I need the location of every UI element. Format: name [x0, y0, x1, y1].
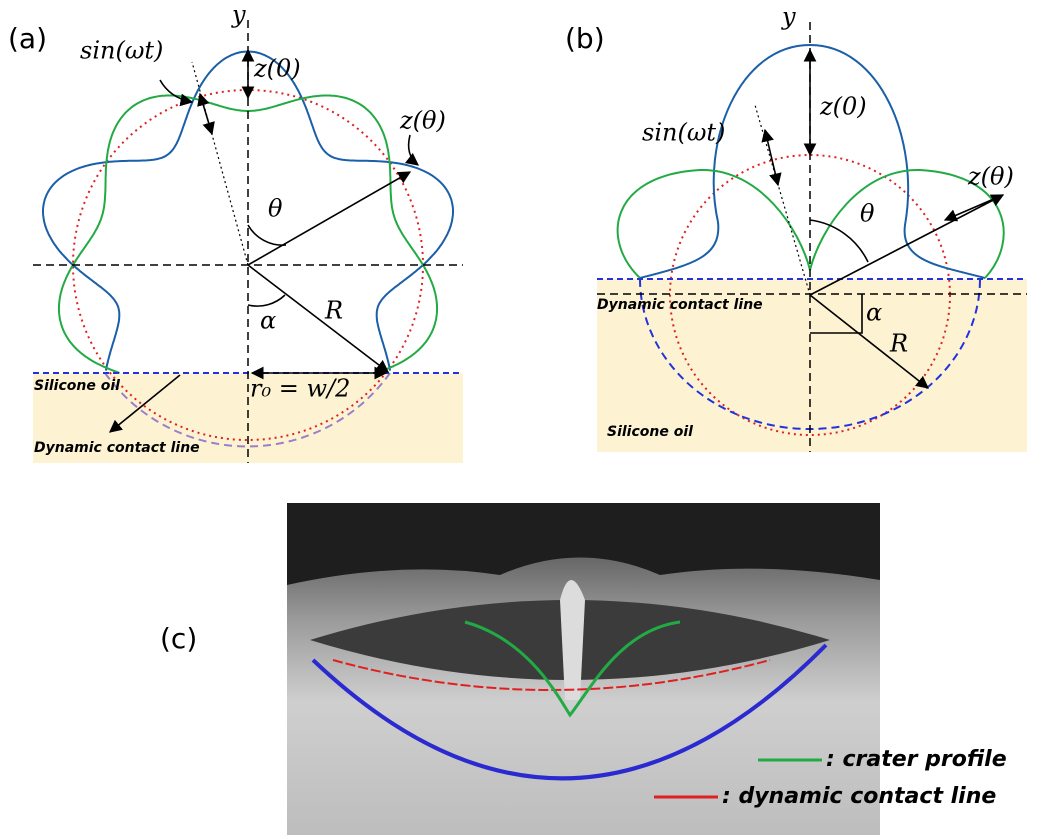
- oil-region: [597, 279, 1027, 452]
- drop-profile: [639, 43, 986, 279]
- angle-arc: [247, 224, 287, 246]
- legend-label: : dynamic contact line: [722, 784, 996, 809]
- photo-jet: [560, 580, 585, 700]
- photo-dark-top: [287, 503, 880, 585]
- math-label: R: [889, 330, 908, 358]
- contact-line-label: Dynamic contact line: [34, 440, 200, 456]
- axis-label: y: [781, 3, 796, 31]
- math-label: α: [866, 299, 882, 327]
- contact-line-label: Dynamic contact line: [597, 297, 763, 313]
- arrow: [809, 194, 1005, 296]
- math-label: θ: [268, 195, 283, 223]
- panel-label: (a): [8, 22, 47, 55]
- angle-arc: [809, 219, 869, 263]
- legend-label: : crater profile: [826, 747, 1007, 772]
- math-label: z(0): [253, 55, 301, 83]
- arrow: [943, 194, 1004, 222]
- arrow: [247, 171, 412, 266]
- oil-label: Silicone oil: [34, 378, 120, 394]
- contact-line-curve: [332, 659, 771, 691]
- math-label: z(θ): [967, 163, 1014, 191]
- math-label: z(θ): [399, 107, 446, 135]
- axis-label: y: [231, 1, 246, 29]
- oblique-axis: [754, 104, 811, 296]
- math-label: R: [324, 297, 343, 325]
- arrow: [247, 264, 390, 373]
- arrow: [109, 374, 181, 433]
- arrow: [404, 134, 420, 166]
- panel-a: (a) y sin(ωt) z(0) z(θ) θ α R r₀ = w/2 S…: [8, 1, 463, 463]
- oil-label: Silicone oil: [607, 424, 693, 440]
- math-label: θ: [860, 200, 875, 228]
- arrow: [197, 92, 215, 136]
- panel-c: (c) : crater profile : dynamic contact l…: [160, 503, 1007, 835]
- base-circle: [669, 154, 951, 436]
- math-label: α: [260, 307, 276, 335]
- oblique-axis: [191, 61, 249, 266]
- math-label: sin(ωt): [80, 37, 163, 65]
- math-label: r₀ = w/2: [250, 375, 350, 403]
- arrow: [809, 294, 930, 389]
- panel-label: (c): [160, 622, 197, 655]
- panel-b: (b) y z(0) sin(ωt) z(θ) θ α R Dynamic co…: [565, 3, 1027, 452]
- crater-curve: [464, 620, 681, 718]
- math-label: sin(ωt): [642, 119, 725, 147]
- arrow: [761, 128, 782, 187]
- math-label: z(0): [819, 93, 867, 121]
- panel-label: (b): [565, 22, 605, 55]
- oil-interface-curve: [311, 643, 828, 781]
- arrow: [159, 79, 194, 107]
- angle-arc: [247, 294, 286, 307]
- angle-marker: [810, 294, 863, 334]
